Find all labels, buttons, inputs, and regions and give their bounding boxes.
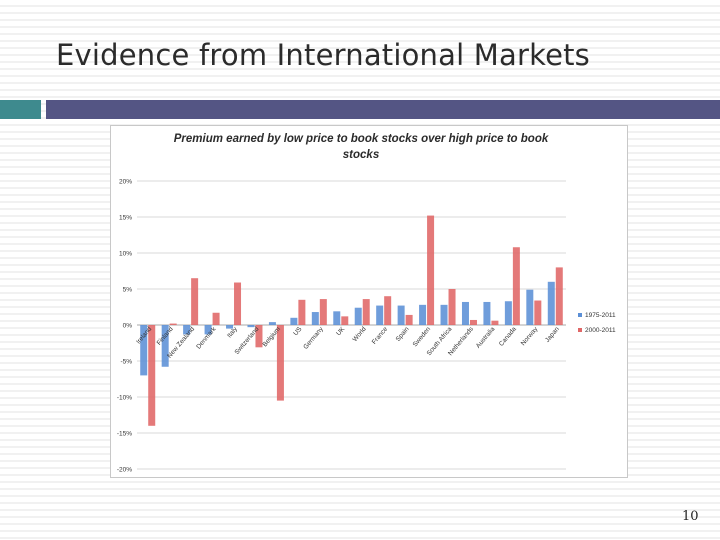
bar-series-2000-2011-spain	[405, 314, 413, 325]
y-tick-label: -5%	[120, 359, 132, 366]
x-tick-label: Sweden	[412, 325, 433, 348]
bar-series-1975-2011-norway	[526, 289, 534, 325]
bar-series-2000-2011-japan	[555, 267, 563, 325]
y-tick-label: 15%	[119, 215, 132, 222]
bar-series-1975-2011-world	[354, 307, 362, 325]
y-tick-label: -20%	[117, 467, 132, 474]
bar-series-2000-2011-germany	[319, 299, 327, 325]
bars	[140, 215, 563, 426]
bar-series-2000-2011-netherlands	[469, 319, 477, 325]
bar-series-2000-2011-italy	[234, 282, 242, 325]
bar-series-1975-2011-italy	[226, 325, 234, 329]
bar-series-1975-2011-netherlands	[461, 301, 469, 325]
chart-title-line-2: stocks	[343, 149, 379, 161]
bar-series-2000-2011-belgium	[276, 325, 284, 401]
bar-series-2000-2011-australia	[491, 320, 499, 325]
bar-series-2000-2011-south-africa	[448, 289, 456, 325]
bar-series-1975-2011-us	[290, 317, 298, 325]
x-tick-label: Japan	[544, 325, 561, 343]
bar-series-1975-2011-germany	[311, 312, 319, 325]
bar-series-1975-2011-japan	[547, 281, 555, 325]
bar-series-1975-2011-belgium	[268, 322, 276, 325]
y-tick-label: 20%	[119, 179, 132, 186]
header-accent-bar-purple	[46, 100, 720, 119]
page-number: 10	[682, 509, 699, 524]
y-tick-label: -15%	[117, 431, 132, 438]
bar-series-2000-2011-finland	[169, 323, 177, 325]
bar-series-1975-2011-new-zealand	[183, 325, 191, 335]
bar-series-2000-2011-sweden	[427, 215, 435, 325]
bar-series-1975-2011-denmark	[204, 325, 212, 335]
bar-series-2000-2011-switzerland	[255, 325, 263, 348]
y-tick-label: 10%	[119, 251, 132, 258]
x-tick-label: France	[371, 325, 390, 345]
x-tick-label: Norway	[520, 325, 540, 347]
y-tick-label: 5%	[123, 287, 133, 294]
x-tick-label: Spain	[395, 325, 411, 343]
legend-swatch	[578, 313, 582, 317]
header-accent-bar-teal	[0, 100, 41, 119]
bar-series-2000-2011-denmark	[212, 312, 220, 325]
bar-series-1975-2011-south-africa	[440, 304, 448, 325]
bar-series-1975-2011-finland	[161, 325, 169, 367]
legend-swatch	[578, 328, 582, 332]
x-tick-label: UK	[335, 325, 347, 337]
legend-label: 1975-2011	[585, 312, 616, 319]
bar-series-2000-2011-canada	[512, 247, 520, 325]
bar-series-1975-2011-uk	[333, 311, 341, 325]
x-tick-label: World	[352, 325, 368, 343]
bar-series-1975-2011-ireland	[140, 325, 148, 376]
x-tick-label: Australia	[475, 325, 497, 349]
x-tick-label: Canada	[498, 326, 518, 348]
y-tick-labels: 20% 15% 10% 5% 0% -5% -10% -15% -20%	[117, 179, 132, 474]
x-tick-label: US	[292, 325, 304, 337]
bar-series-1975-2011-switzerland	[247, 325, 255, 328]
bar-series-2000-2011-new-zealand	[191, 278, 199, 325]
legend-label: 2000-2011	[585, 327, 616, 334]
bar-series-2000-2011-norway	[534, 300, 542, 325]
grid-lines	[137, 180, 566, 470]
slide-title: Evidence from International Markets	[56, 38, 590, 72]
bar-series-2000-2011-france	[384, 296, 392, 325]
chart-frame: Premium earned by low price to book stoc…	[110, 125, 628, 478]
x-tick-label: Germany	[302, 325, 325, 351]
bar-series-1975-2011-france	[376, 305, 384, 325]
bar-series-1975-2011-sweden	[419, 304, 427, 325]
y-tick-label: -10%	[117, 395, 132, 402]
bar-series-2000-2011-us	[298, 299, 306, 325]
bar-series-1975-2011-australia	[483, 301, 491, 325]
bar-series-2000-2011-ireland	[148, 325, 156, 426]
bar-series-1975-2011-spain	[397, 305, 405, 325]
bar-series-2000-2011-uk	[341, 316, 349, 325]
bar-series-2000-2011-world	[362, 299, 370, 325]
chart-title-line-1: Premium earned by low price to book stoc…	[174, 133, 549, 145]
legend: 1975-2011 2000-2011	[578, 312, 616, 334]
bar-chart: Premium earned by low price to book stoc…	[117, 133, 616, 474]
bar-series-1975-2011-canada	[504, 301, 512, 325]
y-tick-label: 0%	[123, 323, 133, 330]
